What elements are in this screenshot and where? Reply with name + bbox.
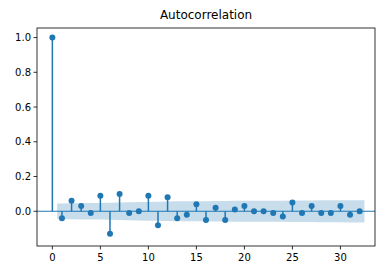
stem xyxy=(52,38,54,212)
x-tick-label: 10 xyxy=(142,252,155,263)
stem-marker xyxy=(88,210,94,216)
y-tick xyxy=(34,211,38,212)
stem-marker xyxy=(155,222,161,228)
plot-frame xyxy=(37,28,375,246)
stem-marker xyxy=(357,208,363,214)
stem-marker xyxy=(145,193,151,199)
stem-marker xyxy=(328,210,334,216)
y-tick-label: 0.4 xyxy=(15,136,31,147)
x-tick xyxy=(292,246,293,250)
stem-marker xyxy=(270,210,276,216)
stem-marker xyxy=(78,203,84,209)
x-tick-label: 20 xyxy=(238,252,251,263)
x-tick-label: 25 xyxy=(286,252,299,263)
stem-marker xyxy=(261,208,267,214)
stem-marker xyxy=(213,205,219,211)
y-tick xyxy=(34,37,38,38)
stem-marker xyxy=(347,212,353,218)
stem-marker xyxy=(97,193,103,199)
y-tick xyxy=(34,141,38,142)
chart-title: Autocorrelation xyxy=(160,8,252,22)
chart: 0 5 10 15 20 25 30 0.0 0.2 0.4 0.6 0.8 1.0 Autocorrel… xyxy=(0,0,383,278)
x-tick xyxy=(244,246,245,250)
stem-marker xyxy=(232,207,238,213)
y-tick-label: 0.0 xyxy=(15,206,31,217)
x-tick xyxy=(148,246,149,250)
y-tick xyxy=(34,176,38,177)
stem-marker xyxy=(117,191,123,197)
stem-marker xyxy=(174,215,180,221)
y-tick-label: 0.6 xyxy=(15,102,31,113)
stem-marker xyxy=(241,203,247,209)
y-tick-label: 1.0 xyxy=(15,32,31,43)
y-tick xyxy=(34,107,38,108)
stem-marker xyxy=(107,231,113,237)
stem-marker xyxy=(184,212,190,218)
stem-marker xyxy=(280,213,286,219)
x-tick xyxy=(100,246,101,250)
stem-marker xyxy=(337,203,343,209)
stem-marker xyxy=(251,208,257,214)
stem-marker xyxy=(59,215,65,221)
plot-marks xyxy=(37,35,375,237)
stem-marker xyxy=(69,198,75,204)
x-tick-label: 5 xyxy=(97,252,103,263)
x-tick-label: 15 xyxy=(190,252,203,263)
stem-marker xyxy=(165,194,171,200)
chart-root: 0 5 10 15 20 25 30 0.0 0.2 0.4 0.6 0.8 1.0 Autocorrel… xyxy=(0,0,383,278)
stem xyxy=(109,211,111,234)
x-tick xyxy=(340,246,341,250)
y-tick-label: 0.2 xyxy=(15,171,31,182)
stem-marker xyxy=(309,203,315,209)
y-tick xyxy=(34,72,38,73)
x-tick xyxy=(52,246,53,250)
x-tick-label: 0 xyxy=(49,252,55,263)
stem-marker xyxy=(299,210,305,216)
y-tick-label: 0.8 xyxy=(15,67,31,78)
x-tick-label: 30 xyxy=(334,252,347,263)
stem-marker xyxy=(126,210,132,216)
stem-marker xyxy=(318,210,324,216)
stem-marker xyxy=(136,208,142,214)
stem-marker xyxy=(289,200,295,206)
stem-marker xyxy=(49,35,55,41)
stem-marker xyxy=(222,217,228,223)
stem-marker xyxy=(203,217,209,223)
stem-marker xyxy=(193,201,199,207)
x-tick xyxy=(196,246,197,250)
